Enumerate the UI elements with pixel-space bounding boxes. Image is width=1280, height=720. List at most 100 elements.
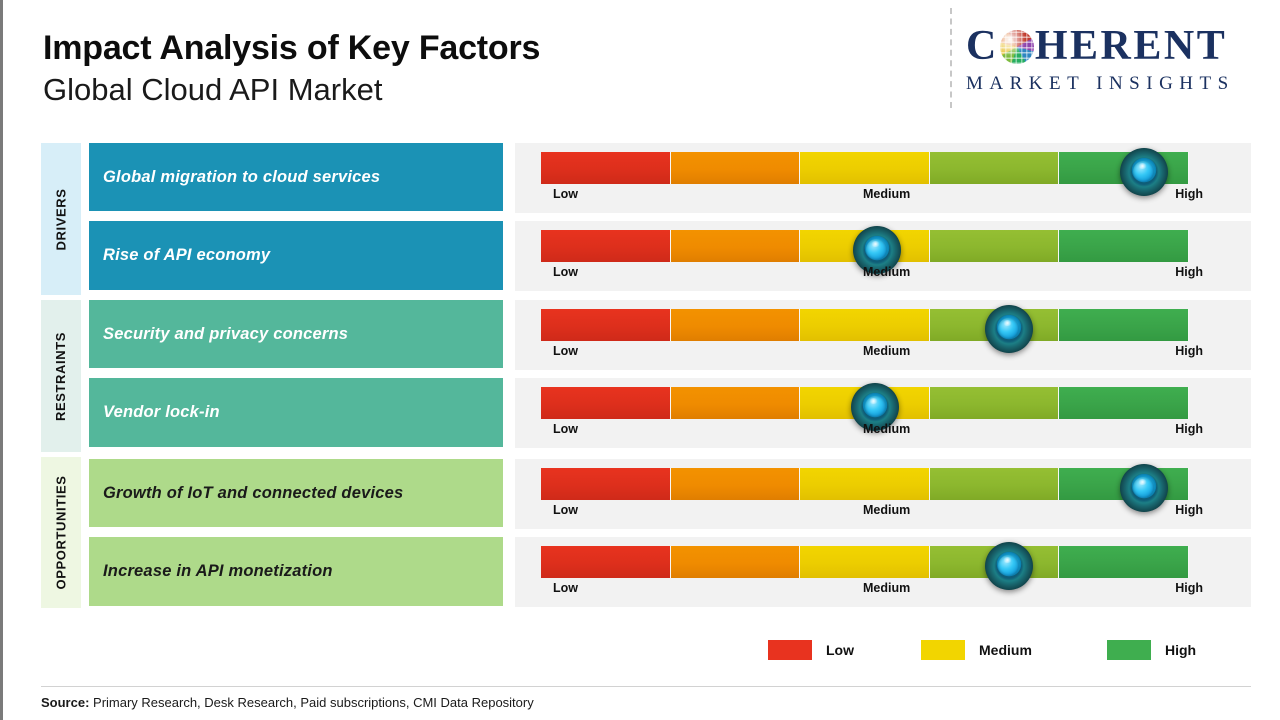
gauge-scale — [541, 305, 1189, 353]
factor-bar[interactable]: Rise of API economy — [89, 221, 503, 290]
impact-gauge[interactable]: Low Medium High — [515, 143, 1251, 213]
gauge-axis-labels: Low Medium High — [541, 581, 1203, 601]
axis-label-low: Low — [553, 344, 578, 358]
gauge-axis-labels: Low Medium High — [541, 422, 1203, 442]
axis-label-high: High — [1175, 344, 1203, 358]
gauge-segment-medium-high — [929, 387, 1060, 419]
impact-marker[interactable] — [1119, 464, 1168, 512]
globe-icon — [999, 30, 1034, 64]
factor-bar[interactable]: Global migration to cloud services — [89, 143, 503, 211]
axis-label-high: High — [1175, 503, 1203, 517]
logo-word-left: C — [966, 23, 999, 69]
gauge-segment-low-medium — [670, 387, 801, 419]
impact-gauge[interactable]: Low Medium High — [515, 300, 1251, 370]
gauge-segment-low-medium — [670, 468, 801, 500]
gauge-segment-high — [1059, 230, 1189, 262]
logo-wordmark: C HERENT — [966, 22, 1266, 70]
impact-marker[interactable] — [984, 542, 1033, 590]
factor-bar[interactable]: Increase in API monetization — [89, 537, 503, 606]
gauge-scale — [541, 226, 1189, 274]
axis-label-high: High — [1175, 265, 1203, 279]
legend-swatch-low — [768, 640, 812, 660]
page-title: Impact Analysis of Key Factors — [43, 29, 541, 67]
gauge-axis-labels: Low Medium High — [541, 265, 1203, 285]
factor-label: Vendor lock-in — [103, 403, 220, 421]
gauge-segment-low — [541, 152, 671, 184]
gauge-segment-high — [1059, 387, 1189, 419]
axis-label-high: High — [1175, 422, 1203, 436]
gauge-segment-low — [541, 546, 671, 578]
gauge-scale — [541, 464, 1189, 512]
axis-label-high: High — [1175, 581, 1203, 595]
legend-label: Low — [826, 642, 854, 658]
source-line: Source: Primary Research, Desk Research,… — [41, 695, 1251, 710]
impact-marker[interactable] — [852, 226, 901, 274]
logo-divider — [950, 8, 952, 108]
axis-label-high: High — [1175, 187, 1203, 201]
gauge-segment-medium — [800, 309, 930, 341]
category-column-drivers: DRIVERS — [41, 143, 81, 295]
axis-label-medium: Medium — [863, 265, 911, 279]
footer: Source: Primary Research, Desk Research,… — [41, 686, 1251, 710]
legend: Low Medium High — [3, 640, 1280, 674]
impact-gauge[interactable]: Low Medium High — [515, 537, 1251, 607]
gauge-segment-high — [1059, 309, 1189, 341]
gauge-segment-medium-high — [929, 468, 1060, 500]
gauge-segment-low-medium — [670, 152, 801, 184]
axis-label-low: Low — [553, 187, 578, 201]
gauge-axis-labels: Low Medium High — [541, 503, 1203, 523]
page-subtitle: Global Cloud API Market — [43, 71, 383, 107]
impact-matrix: DRIVERS RESTRAINTS OPPORTUNITIES Global … — [3, 143, 1280, 608]
factor-label: Security and privacy concerns — [103, 324, 349, 343]
legend-swatch-high — [1107, 640, 1151, 660]
gauge-axis-labels: Low Medium High — [541, 344, 1203, 364]
impact-marker[interactable] — [1119, 148, 1168, 196]
gauge-scale — [541, 383, 1189, 431]
legend-label: High — [1165, 642, 1197, 658]
axis-label-low: Low — [553, 265, 578, 279]
category-label: DRIVERS — [53, 188, 69, 250]
gauge-segment-medium — [800, 152, 930, 184]
gauge-segment-low — [541, 230, 671, 262]
gauge-segment-low-medium — [670, 309, 801, 341]
gauge-segment-low — [541, 309, 671, 341]
legend-item-low: Low — [768, 640, 854, 660]
legend-item-medium: Medium — [921, 640, 1032, 660]
slide-header: Impact Analysis of Key Factors Global Cl… — [3, 0, 1280, 132]
axis-label-low: Low — [553, 422, 578, 436]
impact-gauge[interactable]: Low Medium High — [515, 378, 1251, 448]
axis-label-medium: Medium — [863, 422, 911, 436]
impact-gauge[interactable]: Low Medium High — [515, 221, 1251, 291]
axis-label-medium: Medium — [863, 344, 911, 358]
source-label: Source: — [41, 695, 90, 710]
legend-label: Medium — [979, 642, 1032, 658]
impact-marker[interactable] — [851, 383, 900, 431]
factor-label: Global migration to cloud services — [103, 167, 381, 186]
category-label: RESTRAINTS — [53, 331, 69, 421]
axis-label-medium: Medium — [863, 503, 911, 517]
category-label: OPPORTUNITIES — [53, 475, 69, 590]
impact-marker[interactable] — [984, 305, 1033, 353]
logo-word-right: HERENT — [1034, 23, 1228, 69]
impact-gauge[interactable]: Low Medium High — [515, 459, 1251, 529]
factor-bar[interactable]: Growth of IoT and connected devices — [89, 459, 503, 527]
legend-swatch-medium — [921, 640, 965, 660]
axis-label-low: Low — [553, 581, 578, 595]
source-text: Primary Research, Desk Research, Paid su… — [89, 695, 534, 710]
factor-label: Increase in API monetization — [103, 562, 333, 580]
gauge-segment-low — [541, 387, 671, 419]
company-logo: C HERENT MARKET INSIGHTS — [966, 22, 1266, 104]
category-column-restraints: RESTRAINTS — [41, 300, 81, 452]
axis-label-low: Low — [553, 503, 578, 517]
category-column-opportunities: OPPORTUNITIES — [41, 457, 81, 608]
axis-label-medium: Medium — [863, 187, 911, 201]
gauge-segment-medium — [800, 546, 930, 578]
factor-bar[interactable]: Security and privacy concerns — [89, 300, 503, 368]
factor-bar[interactable]: Vendor lock-in — [89, 378, 503, 447]
gauge-segment-low — [541, 468, 671, 500]
gauge-scale — [541, 542, 1189, 590]
gauge-segment-high — [1059, 546, 1189, 578]
gauge-segment-medium-high — [929, 230, 1060, 262]
gauge-segment-medium — [800, 468, 930, 500]
